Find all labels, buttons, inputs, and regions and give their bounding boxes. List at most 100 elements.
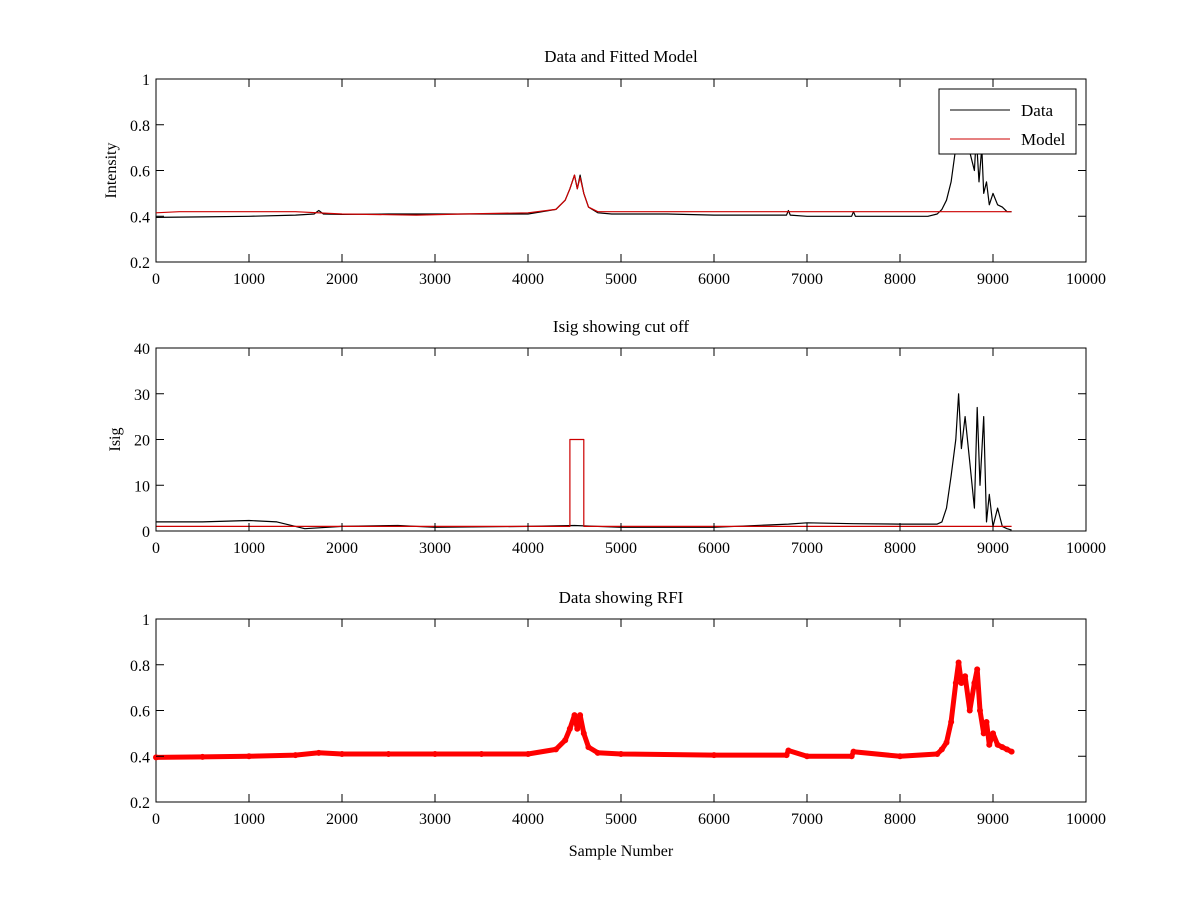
data-point bbox=[292, 752, 299, 759]
data-point bbox=[1003, 746, 1010, 753]
x-tick-label: 9000 bbox=[977, 540, 1009, 557]
panel-data-and-fitted-model: 0 1000 2000 3000 4000 5000 6000 7000 8000 9000 100… bbox=[103, 47, 1106, 288]
y-tick-label: 0.2 bbox=[130, 795, 150, 812]
x-tick-label: 7000 bbox=[791, 540, 823, 557]
y-tick-label: 0.6 bbox=[130, 704, 150, 721]
data-point bbox=[962, 673, 969, 680]
data-point bbox=[785, 747, 792, 754]
x-tick-label: 9000 bbox=[977, 811, 1009, 828]
data-point bbox=[339, 750, 345, 757]
data-point bbox=[199, 753, 206, 760]
y-tick-label: 0.8 bbox=[130, 658, 150, 675]
y-axis-label: Intensity bbox=[103, 143, 120, 199]
x-tick-label: 8000 bbox=[884, 540, 916, 557]
plot-frame bbox=[155, 78, 1087, 263]
data-point bbox=[986, 741, 993, 748]
data-point bbox=[848, 753, 855, 760]
plot-frame bbox=[155, 347, 1087, 532]
data-point bbox=[525, 750, 531, 757]
data-point bbox=[934, 750, 941, 757]
y-tick-label: 0 bbox=[142, 524, 150, 541]
data-point bbox=[783, 752, 790, 759]
data-point bbox=[577, 712, 584, 719]
panel-isig-showing-cut-off: 0 1000 2000 3000 4000 5000 6000 7000 8000 9000 100… bbox=[107, 317, 1106, 557]
legend-label-data: Data bbox=[1021, 101, 1054, 120]
data-point bbox=[580, 730, 587, 737]
data-point bbox=[948, 718, 955, 725]
series-line-model bbox=[155, 174, 1012, 216]
tick-layer: 0 1000 2000 3000 4000 5000 6000 7000 8000 9000 100… bbox=[130, 612, 1106, 828]
legend: Data Model bbox=[938, 88, 1077, 155]
x-tick-label: 6000 bbox=[698, 811, 730, 828]
chart-title: Data and Fitted Model bbox=[544, 47, 698, 66]
tick-layer: 0 1000 2000 3000 4000 5000 6000 7000 8000 9000 100… bbox=[130, 72, 1106, 288]
x-tick-label: 0 bbox=[152, 271, 160, 288]
x-tick-label: 3000 bbox=[419, 540, 451, 557]
panel-data-showing-rfi: 0 1000 2000 3000 4000 5000 6000 7000 8000 9000 100… bbox=[130, 588, 1106, 860]
x-tick-label: 4000 bbox=[512, 811, 544, 828]
x-tick-label: 7000 bbox=[791, 811, 823, 828]
y-tick-label: 40 bbox=[134, 341, 150, 358]
plot-frame bbox=[155, 618, 1087, 803]
data-point bbox=[966, 707, 973, 714]
data-point bbox=[980, 730, 987, 737]
x-tick-label: 6000 bbox=[698, 271, 730, 288]
x-tick-label: 5000 bbox=[605, 811, 637, 828]
x-tick-label: 1000 bbox=[233, 271, 265, 288]
data-point bbox=[999, 744, 1006, 751]
data-point bbox=[574, 725, 581, 732]
x-tick-label: 3000 bbox=[419, 811, 451, 828]
x-tick-label: 3000 bbox=[419, 271, 451, 288]
x-tick-label: 5000 bbox=[605, 540, 637, 557]
data-point bbox=[897, 753, 903, 760]
y-axis-label: Isig bbox=[107, 428, 124, 452]
data-point bbox=[552, 746, 559, 753]
data-point bbox=[571, 712, 578, 719]
data-point bbox=[153, 754, 159, 761]
data-point bbox=[974, 666, 981, 673]
y-tick-label: 0.4 bbox=[130, 209, 150, 226]
x-tick-label: 4000 bbox=[512, 271, 544, 288]
x-tick-label: 2000 bbox=[326, 540, 358, 557]
data-point bbox=[976, 707, 983, 714]
x-axis-label: Sample Number bbox=[569, 843, 674, 860]
data-point bbox=[943, 739, 950, 746]
data-point bbox=[990, 730, 996, 737]
chart-title: Data showing RFI bbox=[559, 588, 684, 607]
data-point bbox=[618, 750, 624, 757]
data-point bbox=[315, 749, 322, 756]
y-tick-label: 0.2 bbox=[130, 255, 150, 272]
series-line-series-2 bbox=[156, 438, 1012, 528]
data-point bbox=[385, 750, 392, 757]
series-layer bbox=[155, 124, 1012, 218]
y-tick-label: 30 bbox=[134, 387, 150, 404]
data-point bbox=[562, 737, 569, 744]
x-tick-label: 6000 bbox=[698, 540, 730, 557]
data-point bbox=[938, 746, 945, 753]
data-point bbox=[246, 753, 252, 760]
x-tick-label: 1000 bbox=[233, 811, 265, 828]
data-point bbox=[958, 680, 965, 687]
data-point bbox=[566, 725, 573, 732]
data-point bbox=[955, 659, 962, 666]
tick-layer: 0 1000 2000 3000 4000 5000 6000 7000 8000 9000 100… bbox=[134, 341, 1106, 557]
x-tick-label: 9000 bbox=[977, 271, 1009, 288]
data-point bbox=[594, 749, 601, 756]
data-point bbox=[1008, 748, 1015, 755]
data-point bbox=[432, 750, 438, 757]
x-tick-label: 4000 bbox=[512, 540, 544, 557]
x-tick-label: 8000 bbox=[884, 811, 916, 828]
series-line-data bbox=[155, 124, 1012, 218]
legend-label-model: Model bbox=[1021, 130, 1066, 149]
x-tick-label: 10000 bbox=[1066, 271, 1106, 288]
x-tick-label: 5000 bbox=[605, 271, 637, 288]
x-tick-label: 10000 bbox=[1066, 540, 1106, 557]
legend-box bbox=[938, 88, 1077, 155]
x-tick-label: 2000 bbox=[326, 271, 358, 288]
y-tick-label: 0.8 bbox=[130, 118, 150, 135]
y-tick-label: 0.4 bbox=[130, 749, 150, 766]
x-tick-label: 10000 bbox=[1066, 811, 1106, 828]
data-point bbox=[478, 750, 485, 757]
data-point bbox=[711, 752, 717, 759]
y-tick-label: 10 bbox=[134, 478, 150, 495]
